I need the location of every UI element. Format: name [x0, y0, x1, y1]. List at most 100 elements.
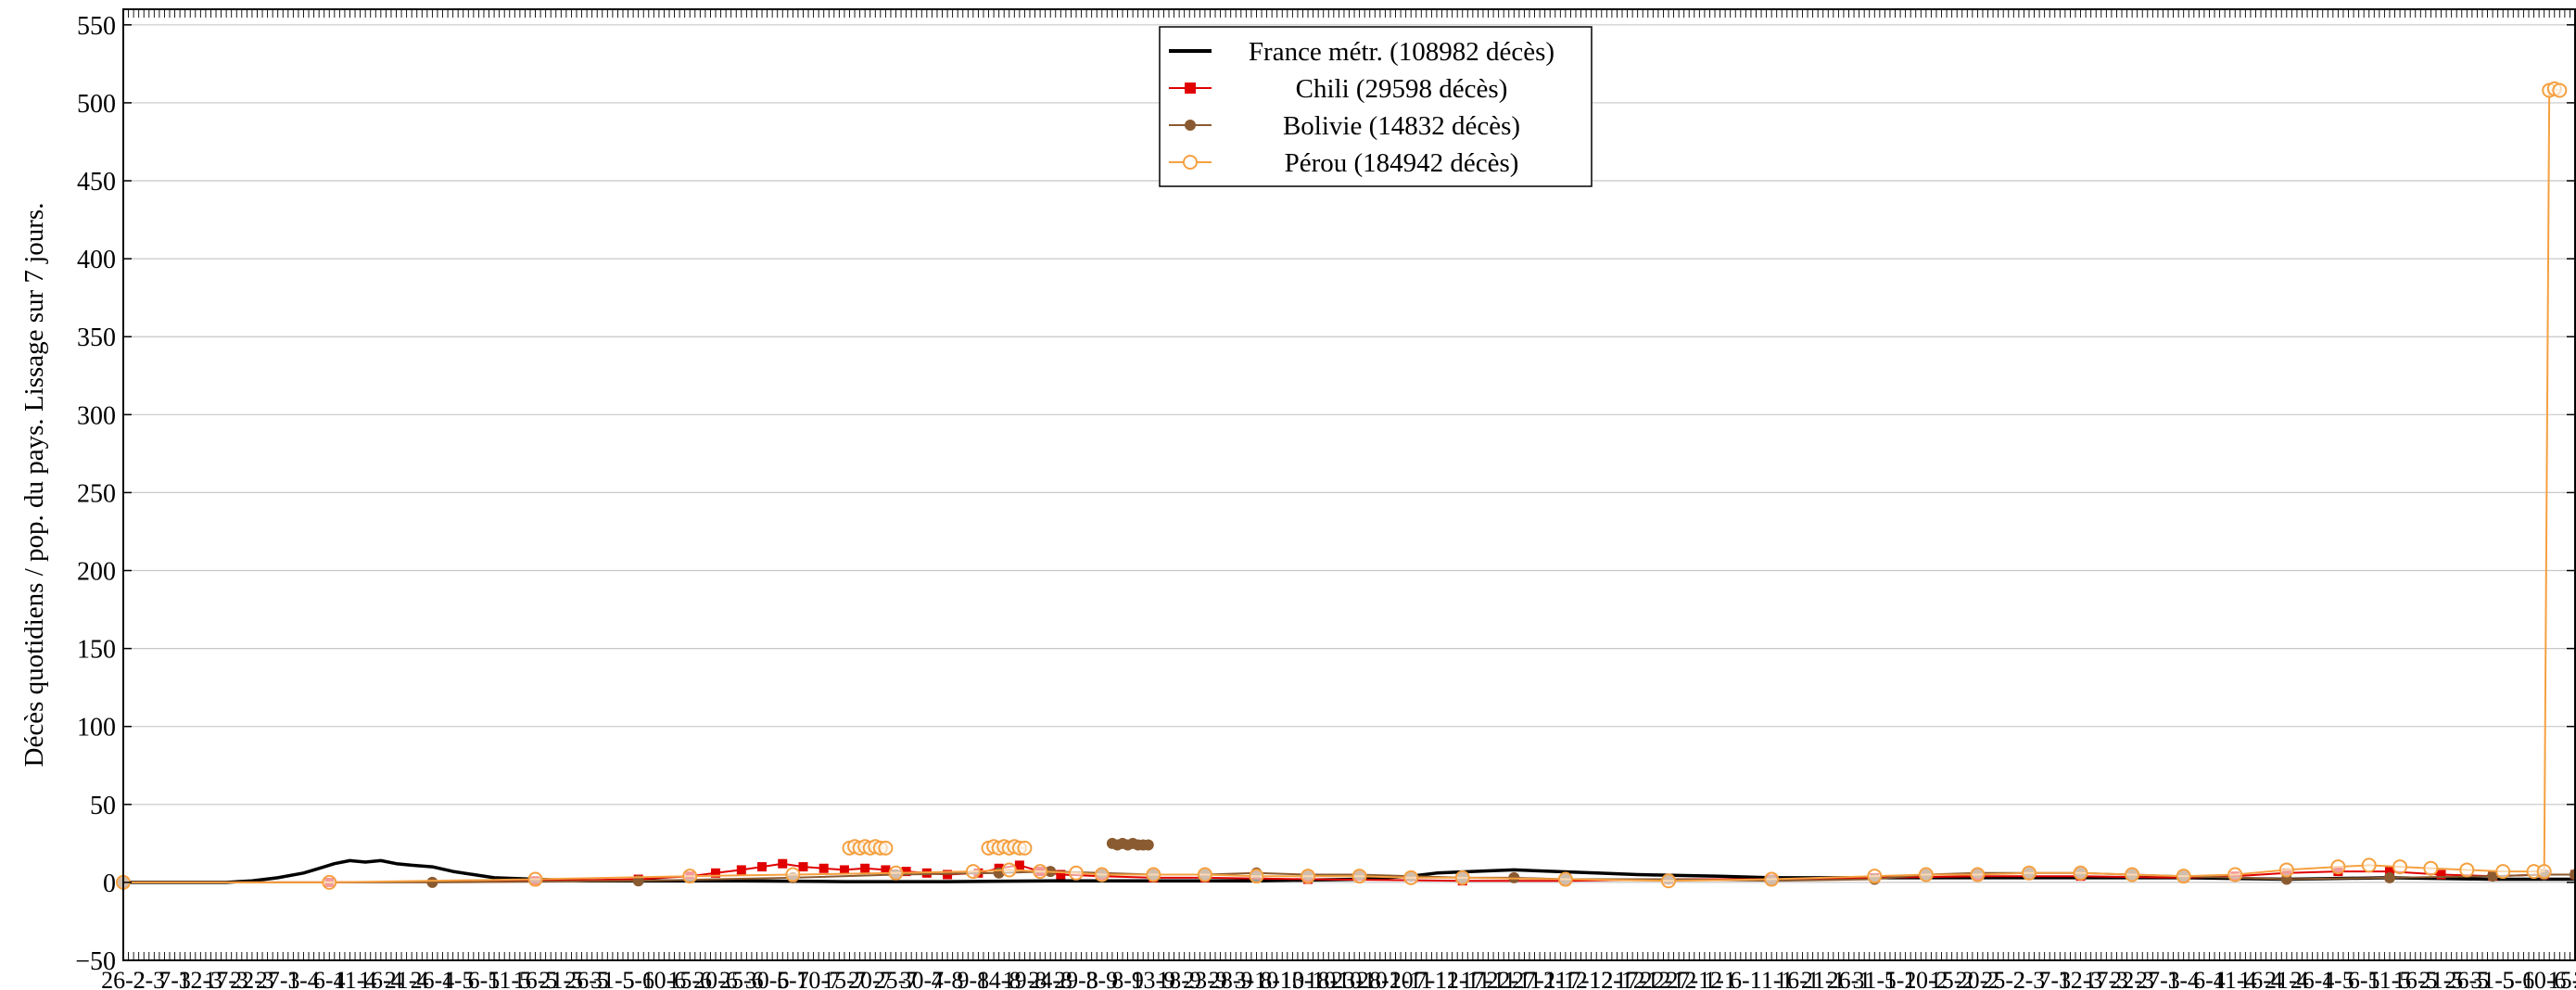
- y-tick-label: 350: [77, 324, 116, 352]
- data-point: [1661, 873, 1677, 889]
- data-point: [888, 865, 904, 881]
- x-tick-label: 17-3: [204, 967, 248, 990]
- x-tick-label: 26-1: [1827, 967, 1872, 990]
- x-tick-label: 16-4: [359, 967, 403, 990]
- x-tick-label: 28-10: [1357, 967, 1414, 990]
- data-point: [1867, 869, 1883, 884]
- x-tick-label: 20-7: [848, 967, 893, 990]
- data-point: [901, 867, 911, 877]
- gridlines: [123, 24, 2575, 961]
- x-tick-label: 15-6: [2548, 967, 2576, 990]
- x-tick-label: 27-11: [1512, 967, 1567, 990]
- data-point: [736, 865, 746, 875]
- x-tick-label: 23-9: [1183, 967, 1227, 990]
- x-tick-label: 31-5: [590, 967, 635, 990]
- x-tick-label: 11-4: [334, 967, 377, 990]
- y-tick-label: 300: [77, 401, 116, 430]
- data-point: [2459, 862, 2475, 878]
- y-tick-label: 0: [103, 869, 116, 898]
- x-tick-label: 25-2: [1981, 967, 2025, 990]
- data-point: [1146, 867, 1161, 882]
- x-tick-label: 27-3: [2136, 967, 2180, 990]
- data-point: [2176, 869, 2191, 884]
- x-tick-label: 6-5: [2348, 967, 2380, 990]
- x-tick-label: 31-1: [1852, 967, 1897, 990]
- data-point: [322, 874, 337, 890]
- legend-label: Pérou (184942 décès): [1285, 148, 1519, 178]
- data-point: [818, 863, 829, 873]
- x-tick-label: 5-6: [2503, 967, 2535, 990]
- x-tick-label: 1-1: [1704, 967, 1736, 990]
- data-point: [1301, 869, 1316, 884]
- x-tick-label: 25-6: [719, 967, 764, 990]
- x-tick-label: 11-4: [2214, 967, 2257, 990]
- series-group: [1106, 837, 1154, 851]
- data-point: [778, 858, 788, 869]
- x-tick-label: 26-4: [2290, 967, 2335, 990]
- x-tick-label: 2-3: [2013, 967, 2046, 990]
- x-tick-label: 6-4: [313, 967, 346, 990]
- data-point: [2361, 857, 2377, 873]
- legend-label: Chili (29598 décès): [1296, 74, 1508, 104]
- x-tick-label: 26-5: [2444, 967, 2489, 990]
- x-tick-label: 8-10: [1260, 967, 1304, 990]
- data-point: [2073, 865, 2088, 881]
- x-tick-label: 18-10: [1305, 967, 1362, 990]
- data-point: [2552, 82, 2568, 98]
- data-point: [1249, 869, 1264, 884]
- data-point: [426, 876, 438, 888]
- x-tick-label: 9-8: [958, 967, 990, 990]
- x-tick-label: 11-5: [488, 967, 531, 990]
- data-point: [2536, 864, 2552, 880]
- x-tick-label: 30-6: [745, 967, 790, 990]
- data-point: [839, 865, 849, 875]
- x-tick-label: 15-2: [1930, 967, 1974, 990]
- data-point: [1014, 860, 1024, 870]
- data-point: [1068, 865, 1084, 881]
- data-point: [881, 865, 891, 875]
- y-tick-label: 50: [90, 792, 116, 820]
- x-tick-label: 23-10: [1331, 967, 1388, 990]
- data-point: [1970, 867, 1986, 882]
- y-tick-label: 200: [77, 558, 116, 587]
- x-tick-label: 10-2: [1904, 967, 1948, 990]
- legend-label: Bolivie (14832 décès): [1283, 111, 1520, 141]
- x-tick-label: 2-3: [133, 967, 165, 990]
- series-group: [842, 839, 894, 856]
- data-point: [798, 862, 808, 872]
- x-tick-label: 12-11: [1435, 967, 1491, 990]
- x-tick-label: 17-11: [1461, 967, 1516, 990]
- x-tick-label: 10-7: [796, 967, 841, 990]
- x-tick-label: 21-1: [1801, 967, 1846, 990]
- x-tick-label: 27-12: [1666, 967, 1722, 990]
- x-tick-label: 11-5: [2368, 967, 2412, 990]
- x-tick-label: 22-12: [1641, 967, 1697, 990]
- data-point: [757, 862, 768, 872]
- data-point: [1557, 871, 1573, 887]
- y-tick-label: 400: [77, 246, 116, 274]
- x-tick-label: 24-8: [1028, 967, 1072, 990]
- y-tick-label: 450: [77, 168, 116, 197]
- data-point: [1056, 869, 1066, 880]
- data-point: [682, 869, 698, 884]
- x-tick-label: 22-3: [2110, 967, 2154, 990]
- legend-marker: [1185, 120, 1196, 131]
- x-tick-label: 19-8: [1003, 967, 1047, 990]
- x-tick-label: 28-9: [1209, 967, 1253, 990]
- x-tick-label: 10-6: [642, 967, 687, 990]
- x-tick-label: 3-9: [1085, 967, 1118, 990]
- x-tick-label: 8-9: [1111, 967, 1144, 990]
- x-tick-label: 20-6: [693, 967, 738, 990]
- data-point: [1142, 839, 1154, 851]
- x-tick-label: 6-1: [1730, 967, 1762, 990]
- data-point: [1403, 869, 1419, 885]
- x-tick-label: 1-5: [2322, 967, 2354, 990]
- series-group: [116, 81, 2568, 890]
- x-tick-label: 6-4: [2193, 967, 2226, 990]
- legend-marker: [1183, 155, 1198, 170]
- data-point: [2392, 859, 2408, 875]
- x-tick-label: 31-5: [2470, 967, 2515, 990]
- x-tick-label: 1-4: [2167, 967, 2200, 990]
- x-tick-label: 7-3: [159, 967, 191, 990]
